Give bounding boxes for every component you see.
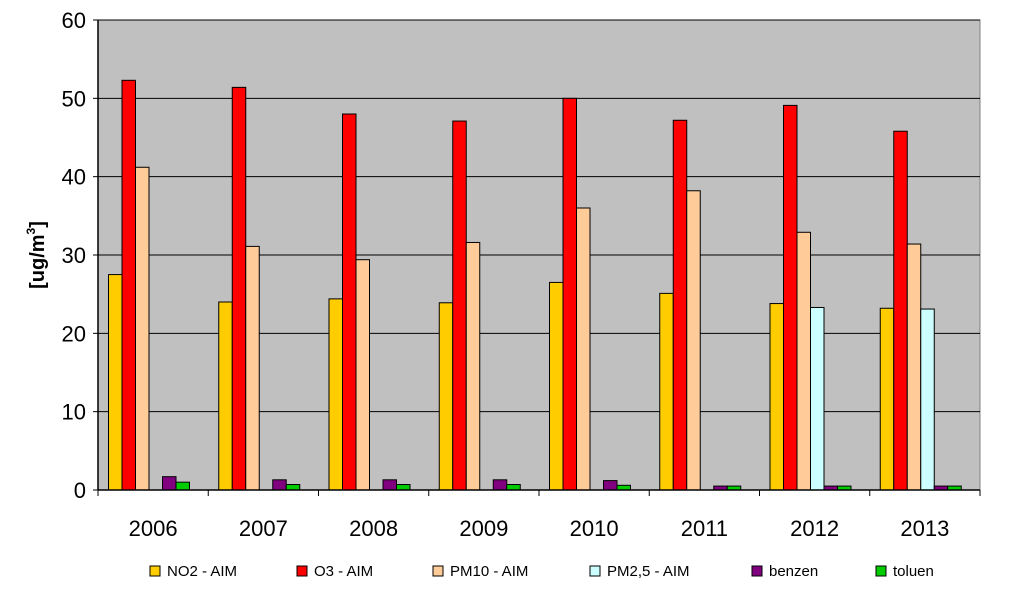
bar [492,479,508,491]
y-axis-label-main: [ug/m [27,234,49,288]
bar [328,298,343,491]
y-axis-label-close: ] [27,221,49,228]
bars [108,79,962,491]
bar [603,480,618,491]
bar [231,86,247,491]
bar [135,166,150,491]
bar [396,484,411,491]
bar [920,308,935,491]
bar [796,231,811,491]
legend-label: O3 - AIM [314,563,373,580]
y-tick-label: 40 [62,165,86,190]
y-tick-label: 50 [62,86,86,111]
bar [576,207,591,491]
bar [672,119,688,491]
legend-label: PM2,5 - AIM [607,563,690,580]
x-tick-label: 2012 [790,516,839,541]
bar [549,281,564,491]
x-tick-label: 2011 [681,516,728,541]
x-tick-label: 2007 [239,516,288,541]
y-tick-label: 0 [74,478,86,503]
legend-label: benzen [769,563,818,580]
legend-swatch [432,565,444,577]
legend-swatch [149,565,161,577]
y-tick-label: 60 [62,8,86,33]
bar [810,306,825,491]
legend-label: toluen [893,563,934,580]
y-tick-labels: 0 10 20 30 40 50 60 [62,8,98,503]
legend-swatch [875,565,887,577]
y-axis-label: [ug/m3] [24,221,49,289]
bar [659,292,674,491]
bar [686,190,701,491]
x-tick-label: 2009 [459,516,508,541]
legend-label: NO2 - AIM [167,563,237,580]
bar [175,481,190,491]
legend-swatch [751,565,763,577]
bar [562,97,577,491]
legend: NO2 - AIM O3 - AIM PM10 - AIM PM2,5 - AIM be… [149,563,934,580]
x-tick-label: 2010 [570,516,619,541]
legend-swatch [589,565,601,577]
bar [506,484,521,491]
y-tick-label: 20 [62,321,86,346]
bar [218,301,233,491]
bar [769,303,784,491]
bar [355,259,370,491]
x-tick-label: 2013 [900,516,949,541]
y-axis-label-superscript: 3 [24,227,38,234]
bar [465,241,481,491]
bar [121,79,136,491]
bar [382,479,397,491]
bar [108,274,123,491]
bar [285,484,301,491]
bar [879,307,895,491]
bar [162,476,177,491]
legend-label: PM10 - AIM [450,563,528,580]
y-tick-label: 10 [62,400,86,425]
bar [342,113,357,491]
bar [893,130,908,491]
y-tick-label: 30 [62,243,86,268]
x-tick-labels: 2006 2007 2008 2009 2010 2011 2012 2013 [97,490,981,541]
legend-swatch [296,565,308,577]
x-tick-label: 2008 [349,516,398,541]
bar [272,479,287,491]
bar [452,120,467,491]
bar [906,243,922,491]
bar [438,302,454,491]
x-tick-label: 2006 [129,516,178,541]
bar [783,104,798,491]
bar [245,245,260,491]
